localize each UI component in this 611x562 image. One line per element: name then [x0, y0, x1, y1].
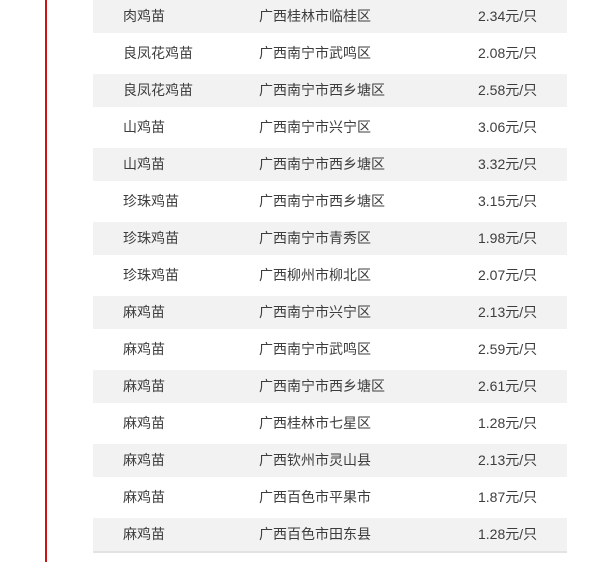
table-row: 山鸡苗 广西南宁市兴宁区 3.06元/只: [93, 111, 567, 144]
product-cell: 山鸡苗: [123, 156, 165, 172]
table-row: 麻鸡苗 广西桂林市七星区 1.28元/只: [93, 407, 567, 440]
price-cell: 2.08元/只: [478, 45, 538, 61]
region-cell: 广西南宁市武鸣区: [259, 341, 371, 357]
table-row: 良凤花鸡苗 广西南宁市西乡塘区 2.58元/只: [93, 74, 567, 107]
region-cell: 广西南宁市西乡塘区: [259, 193, 385, 209]
table-row: 肉鸡苗 广西桂林市临桂区 2.34元/只: [93, 0, 567, 33]
price-cell: 1.98元/只: [478, 230, 538, 246]
table-row: 良凤花鸡苗 广西南宁市武鸣区 2.08元/只: [93, 37, 567, 70]
product-cell: 良凤花鸡苗: [123, 82, 193, 98]
product-cell: 麻鸡苗: [123, 378, 165, 394]
table-row: 珍珠鸡苗 广西南宁市西乡塘区 3.15元/只: [93, 185, 567, 218]
price-cell: 2.61元/只: [478, 378, 538, 394]
price-cell: 3.32元/只: [478, 156, 538, 172]
price-table: 肉鸡苗 广西桂林市临桂区 2.34元/只 良凤花鸡苗 广西南宁市武鸣区 2.08…: [93, 0, 567, 555]
product-cell: 良凤花鸡苗: [123, 45, 193, 61]
table-row: 山鸡苗 广西南宁市西乡塘区 3.32元/只: [93, 148, 567, 181]
price-cell: 1.28元/只: [478, 526, 538, 542]
region-cell: 广西南宁市兴宁区: [259, 304, 371, 320]
price-cell: 1.28元/只: [478, 415, 538, 431]
region-cell: 广西南宁市西乡塘区: [259, 378, 385, 394]
accent-vertical-line: [45, 0, 47, 562]
price-cell: 2.34元/只: [478, 8, 538, 24]
table-row: 麻鸡苗 广西南宁市武鸣区 2.59元/只: [93, 333, 567, 366]
product-cell: 珍珠鸡苗: [123, 230, 179, 246]
region-cell: 广西百色市平果市: [259, 489, 371, 505]
table-row: 珍珠鸡苗 广西柳州市柳北区 2.07元/只: [93, 259, 567, 292]
region-cell: 广西桂林市临桂区: [259, 8, 371, 24]
region-cell: 广西南宁市武鸣区: [259, 45, 371, 61]
region-cell: 广西桂林市七星区: [259, 415, 371, 431]
table-bottom-border: [93, 551, 567, 553]
price-cell: 1.87元/只: [478, 489, 538, 505]
region-cell: 广西钦州市灵山县: [259, 452, 371, 468]
table-row: 麻鸡苗 广西南宁市兴宁区 2.13元/只: [93, 296, 567, 329]
product-cell: 麻鸡苗: [123, 415, 165, 431]
region-cell: 广西南宁市兴宁区: [259, 119, 371, 135]
price-cell: 2.59元/只: [478, 341, 538, 357]
product-cell: 山鸡苗: [123, 119, 165, 135]
price-cell: 3.06元/只: [478, 119, 538, 135]
table-row: 麻鸡苗 广西钦州市灵山县 2.13元/只: [93, 444, 567, 477]
price-cell: 2.07元/只: [478, 267, 538, 283]
region-cell: 广西柳州市柳北区: [259, 267, 371, 283]
product-cell: 麻鸡苗: [123, 452, 165, 468]
price-cell: 3.15元/只: [478, 193, 538, 209]
region-cell: 广西南宁市西乡塘区: [259, 156, 385, 172]
table-row: 珍珠鸡苗 广西南宁市青秀区 1.98元/只: [93, 222, 567, 255]
region-cell: 广西南宁市西乡塘区: [259, 82, 385, 98]
region-cell: 广西百色市田东县: [259, 526, 371, 542]
product-cell: 麻鸡苗: [123, 304, 165, 320]
table-row: 麻鸡苗 广西百色市田东县 1.28元/只: [93, 518, 567, 551]
product-cell: 麻鸡苗: [123, 489, 165, 505]
product-cell: 肉鸡苗: [123, 8, 165, 24]
product-cell: 珍珠鸡苗: [123, 193, 179, 209]
product-cell: 麻鸡苗: [123, 341, 165, 357]
region-cell: 广西南宁市青秀区: [259, 230, 371, 246]
price-cell: 2.13元/只: [478, 452, 538, 468]
table-row: 麻鸡苗 广西南宁市西乡塘区 2.61元/只: [93, 370, 567, 403]
price-cell: 2.13元/只: [478, 304, 538, 320]
table-row: 麻鸡苗 广西百色市平果市 1.87元/只: [93, 481, 567, 514]
price-cell: 2.58元/只: [478, 82, 538, 98]
product-cell: 珍珠鸡苗: [123, 267, 179, 283]
product-cell: 麻鸡苗: [123, 526, 165, 542]
